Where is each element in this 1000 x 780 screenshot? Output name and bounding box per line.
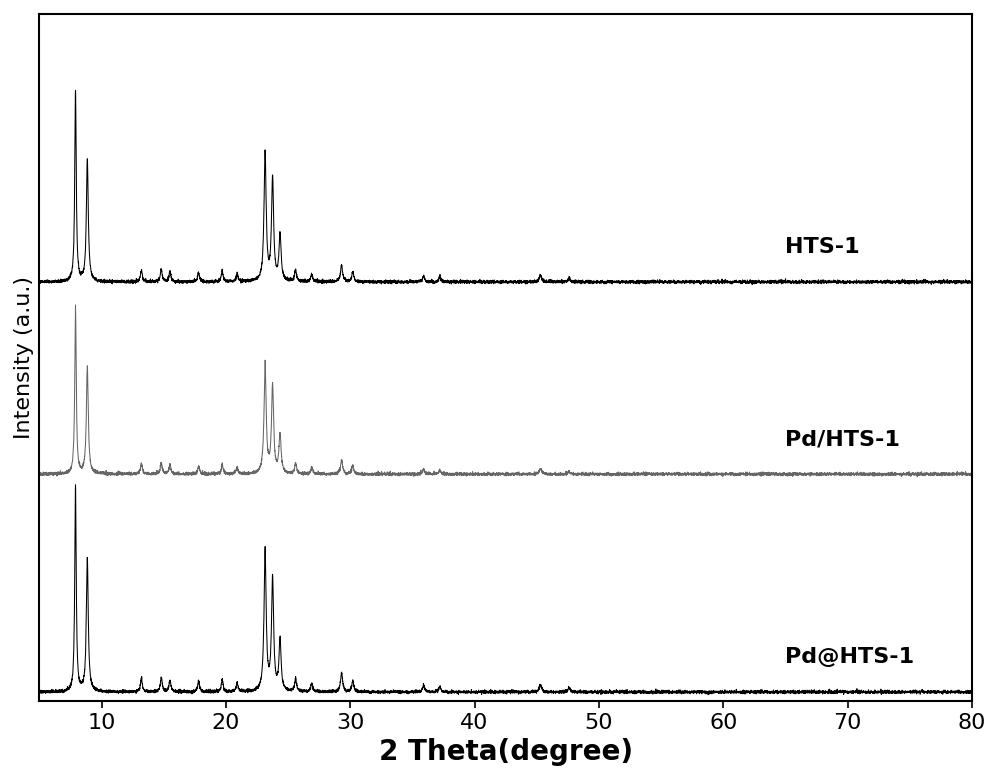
Y-axis label: Intensity (a.u.): Intensity (a.u.) [14,276,34,439]
X-axis label: 2 Theta(degree): 2 Theta(degree) [379,738,633,766]
Text: Pd/HTS-1: Pd/HTS-1 [785,430,900,449]
Text: HTS-1: HTS-1 [785,237,860,257]
Text: Pd@HTS-1: Pd@HTS-1 [785,647,915,668]
